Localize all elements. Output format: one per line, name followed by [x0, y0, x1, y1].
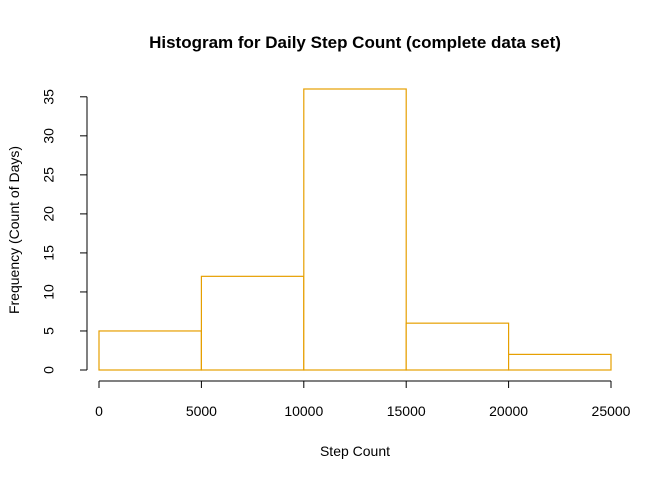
y-axis: 0 5 10 15 20 25 30 35 [41, 89, 88, 374]
chart-title: Histogram for Daily Step Count (complete… [149, 33, 561, 52]
bars-group [98, 88, 612, 371]
y-tick-label-2: 10 [41, 284, 57, 300]
histogram-bar-0 [98, 330, 203, 371]
y-axis-label: Frequency (Count of Days) [6, 146, 22, 314]
x-tick-label-4: 20000 [489, 403, 528, 419]
y-tick-label-1: 5 [41, 327, 57, 335]
histogram-bar-2 [303, 88, 407, 371]
x-tick-label-1: 5000 [186, 403, 217, 419]
x-axis: 0 5000 10000 15000 20000 25000 [95, 380, 631, 419]
y-tick-label-3: 15 [41, 245, 57, 261]
y-tick-label-0: 0 [41, 366, 57, 374]
x-tick-label-3: 15000 [387, 403, 426, 419]
histogram-bar-3 [405, 322, 510, 371]
x-axis-label: Step Count [320, 443, 390, 459]
y-tick-label-5: 25 [41, 167, 57, 183]
y-tick-label-4: 20 [41, 206, 57, 222]
x-tick-label-2: 10000 [284, 403, 323, 419]
histogram-bar-1 [200, 275, 305, 371]
y-tick-label-6: 30 [41, 128, 57, 144]
y-tick-label-7: 35 [41, 89, 57, 105]
x-tick-label-5: 25000 [592, 403, 631, 419]
x-tick-label-0: 0 [95, 403, 103, 419]
histogram-bar-4 [508, 353, 612, 371]
